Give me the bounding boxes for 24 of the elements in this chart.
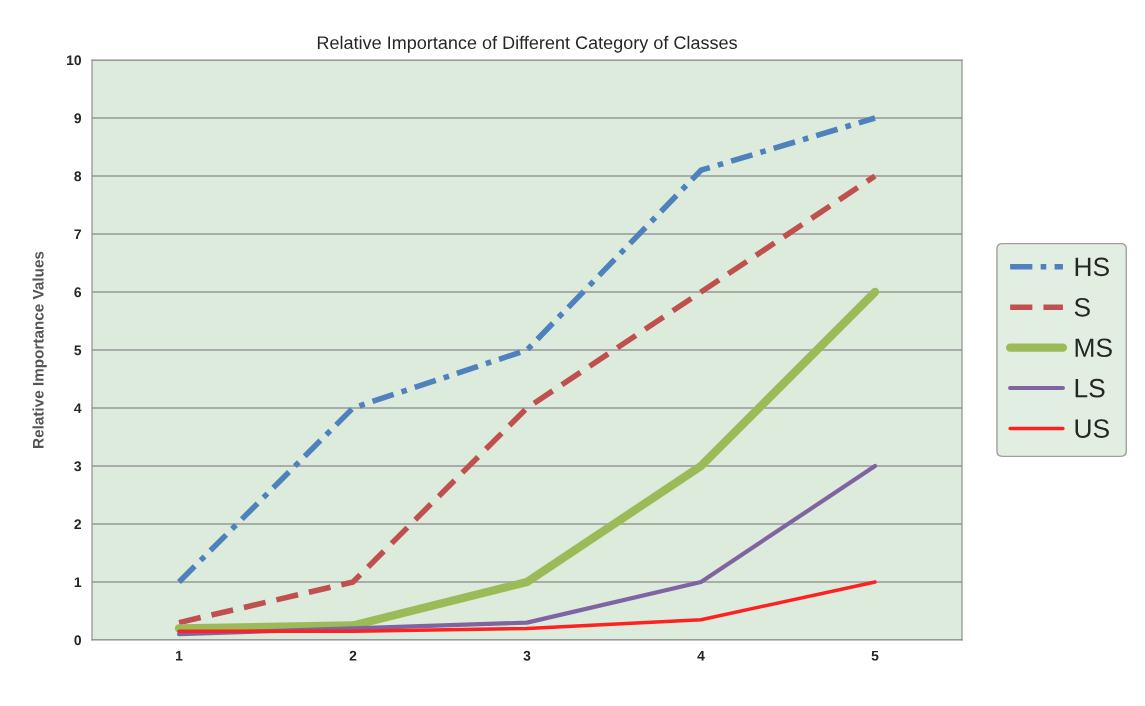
- y-axis-title: Relative Importance Values: [32, 251, 47, 448]
- x-tick-label: 1: [176, 650, 183, 661]
- y-tick-label: 0: [74, 635, 82, 646]
- y-tick-label: 10: [67, 55, 82, 66]
- y-tick-label: 5: [74, 345, 82, 356]
- x-tick-label: 4: [697, 650, 705, 661]
- x-tick-label: 2: [349, 650, 357, 661]
- line-series: [177, 580, 877, 634]
- y-tick-label: 8: [74, 171, 82, 182]
- legend-label: LS: [1075, 378, 1105, 398]
- y-tick-label: 7: [74, 229, 81, 240]
- y-tick-label: 4: [74, 403, 82, 414]
- y-tick-label: 2: [74, 519, 82, 530]
- x-tick-label: 3: [523, 650, 531, 661]
- legend-label: S: [1074, 297, 1090, 317]
- y-tick-label: 6: [74, 287, 82, 298]
- x-tick-label: 5: [871, 650, 879, 661]
- legend-label: HS: [1075, 257, 1109, 277]
- legend-label: US: [1075, 419, 1109, 438]
- chart-title: Relative Importance of Different Category of Classes: [317, 35, 737, 53]
- y-tick-label: 3: [74, 461, 82, 472]
- legend-label: MS: [1075, 338, 1112, 358]
- y-tick-label: 9: [74, 113, 82, 124]
- y-tick-label: 1: [74, 577, 82, 588]
